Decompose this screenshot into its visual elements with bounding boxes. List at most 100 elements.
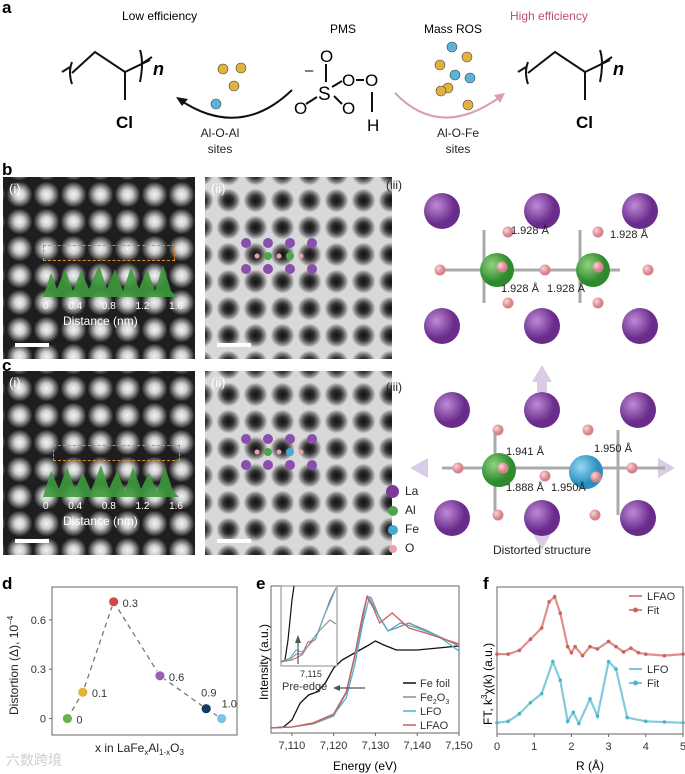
xtick-label-e: 7,120 (320, 740, 348, 752)
data-point-d (216, 713, 227, 724)
low-efficiency-title: Low efficiency (122, 9, 197, 23)
intensity-profile (43, 265, 177, 297)
profile-ticks: 0 0.4 0.8 1.2 1.6 (43, 501, 183, 512)
svg-text:O: O (320, 47, 333, 66)
inset-line-fe2o3 (280, 619, 337, 663)
fit-marker-LFO (577, 721, 581, 726)
point-label-d: 0.6 (169, 672, 184, 684)
panel-label-b: b (2, 160, 13, 179)
crystal-structure-b: 1.928 Å 1.928 Å 1.928 Å 1.928 Å (424, 193, 658, 344)
svg-text:1.888 Å: 1.888 Å (506, 481, 545, 494)
plot-frame-d (51, 586, 238, 736)
data-point-d (108, 596, 120, 608)
fit-marker-LFAO (495, 652, 499, 656)
fit-marker-LFAO (558, 611, 563, 615)
panel-label-a: a (2, 0, 12, 17)
pvc-right (517, 49, 613, 100)
legend-al: Al (386, 501, 419, 520)
fit-marker-LFO (517, 712, 522, 716)
point-label-d: 0.1 (92, 688, 107, 700)
fit-marker-LFAO (517, 648, 522, 653)
fit-marker-LFAO (595, 647, 600, 651)
pre-edge-label: Pre-edge (282, 681, 327, 693)
scale-bar (217, 539, 251, 543)
fit-marker-LFAO (662, 653, 667, 658)
svg-text:1.928 Å: 1.928 Å (501, 282, 540, 295)
atom-overlay (241, 238, 317, 274)
reaction-scheme: n Cl Low efficiency PMS Mass ROS High ef… (61, 9, 624, 135)
fit-marker-LFO (558, 678, 563, 683)
xtick-label-e: 7,130 (362, 740, 390, 752)
xlabel-d: x in LaFexAl1-xO3 (95, 741, 185, 757)
ylabel-d: Distortion (Δ), 10−4 (6, 615, 21, 715)
watermark: 六数跨境 (6, 752, 62, 768)
xtick-label-f: 1 (531, 741, 537, 753)
atom-overlay (241, 434, 317, 470)
stem-image-b-i: (i) 0 0.4 0.8 1.2 1.6 Distance (nm) (3, 177, 195, 359)
fit-marker-LFO (614, 667, 618, 671)
element-legend: La Al Fe O (386, 482, 419, 558)
fit-marker-LFO (528, 700, 533, 705)
legend-fit-marker (633, 680, 638, 686)
fit-marker-LFAO (629, 646, 633, 650)
svg-text:S: S (318, 84, 331, 105)
series-line-Fe foil (270, 640, 460, 729)
legend-label-fit: Fit (647, 678, 659, 690)
pre-edge-arrow-head (333, 685, 340, 691)
sublabel: (ii) (211, 375, 226, 390)
legend-label-e: Fe foil (420, 678, 450, 690)
stem-image-c-i: (i) 0 0.4 0.8 1.2 1.6 Distance (nm) (3, 371, 195, 555)
legend-label-e: LFAO (420, 720, 449, 732)
scale-bar (15, 343, 49, 347)
panel-label-c: c (2, 356, 12, 375)
fit-marker-LFO (506, 719, 510, 724)
profile-ticks: 0 0.4 0.8 1.2 1.6 (43, 301, 183, 312)
data-point-d (154, 670, 166, 682)
ros-dots-right (434, 41, 476, 111)
fit-marker-LFAO (547, 600, 551, 604)
fit-marker-LFAO (580, 653, 585, 658)
fit-marker-LFO (595, 714, 600, 718)
polymer-n-right: n (613, 59, 624, 79)
xtick-label-f: 0 (494, 741, 500, 753)
legend-label-fit: Fit (647, 605, 659, 617)
data-point-d (77, 686, 89, 698)
xtick-label-e: 7,110 (279, 740, 306, 752)
pvc-left (61, 49, 153, 100)
xtick-label-f: 5 (680, 741, 685, 753)
legend-o: O (386, 539, 419, 558)
ros-dots-left (210, 62, 247, 110)
profile-xlabel: Distance (nm) (63, 314, 138, 328)
fit-marker-LFO (571, 710, 576, 715)
scale-bar (15, 539, 49, 543)
point-label-d: 1.0 (222, 699, 237, 711)
profile-box (43, 245, 175, 261)
svg-text:–: – (305, 62, 314, 79)
panel-label-f: f (483, 574, 489, 593)
xtick-label-e: 7,140 (403, 740, 431, 752)
fit-marker-LFAO (606, 639, 611, 644)
legend-label-f: LFAO (647, 591, 676, 603)
fit-marker-LFAO (644, 652, 648, 656)
legend-fit-marker (633, 607, 638, 613)
sublabel: (ii) (211, 181, 226, 196)
legend-la: La (386, 482, 419, 501)
fit-marker-LFO (662, 720, 667, 724)
fit-marker-LFAO (539, 626, 544, 630)
arrow-right-head (494, 93, 505, 103)
svg-text:1.950Å: 1.950Å (551, 481, 587, 494)
distorted-structure-caption: Distorted structure (493, 543, 592, 557)
sublabel-b-iii: (iii) (386, 178, 402, 192)
high-efficiency-title: High efficiency (510, 9, 588, 23)
legend-fe: Fe (386, 520, 419, 539)
ytick-label-d: 0 (40, 714, 46, 726)
polymer-cl-left: Cl (116, 113, 133, 132)
svg-text:O: O (342, 99, 355, 118)
sublabel: (i) (9, 375, 21, 390)
scale-bar (217, 343, 251, 347)
intensity-profile (43, 465, 179, 497)
pms-molecule: O – S O O O O H (294, 47, 379, 135)
pre-edge-arrow-head (295, 635, 301, 643)
stem-image-b-ii: (ii) (205, 177, 392, 359)
